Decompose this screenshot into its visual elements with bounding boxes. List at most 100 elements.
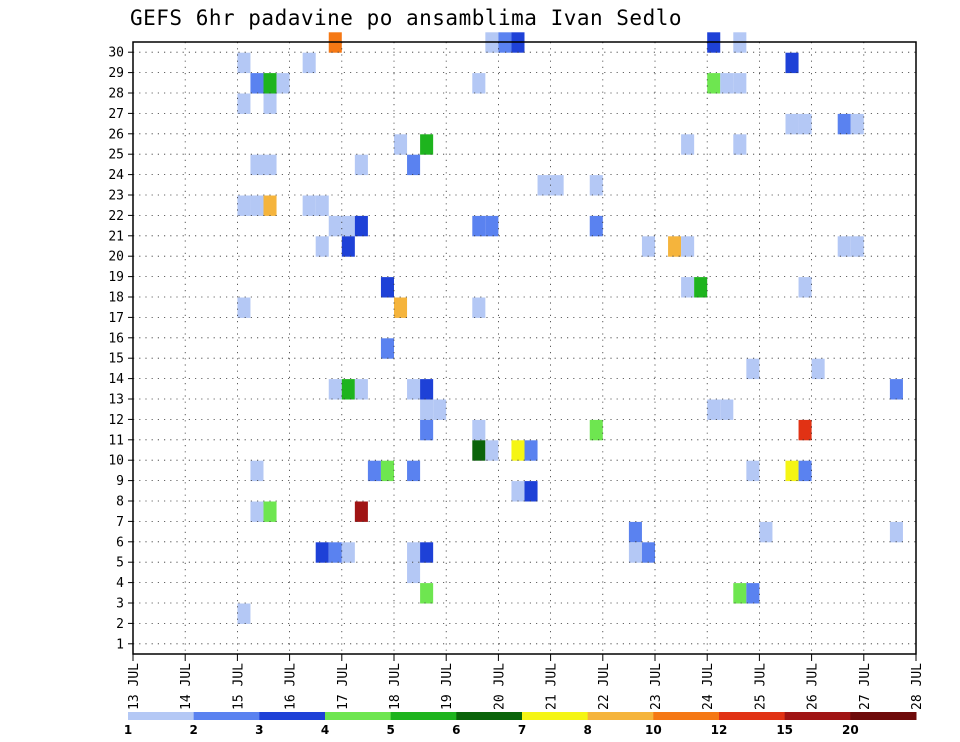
heatmap-cell (759, 521, 773, 543)
y-tick-label: 5 (116, 556, 124, 571)
heatmap-cell (733, 134, 747, 155)
x-tick-label: 14 JUL (179, 663, 194, 710)
colorbar-swatch (390, 712, 457, 720)
y-tick-label: 2 (116, 617, 124, 632)
colorbar-swatch (587, 712, 654, 720)
heatmap-cell (798, 277, 812, 298)
colorbar-label: 8 (583, 723, 591, 737)
heatmap-cell (263, 154, 277, 176)
heatmap-cell (394, 297, 408, 318)
y-tick-label: 13 (108, 393, 124, 408)
heatmap-cell (524, 481, 538, 502)
heatmap-cell (341, 236, 355, 257)
heatmap-cell (707, 73, 721, 94)
heatmap-cell (354, 501, 368, 522)
heatmap-cell (524, 440, 538, 461)
heatmap-cell (237, 297, 251, 318)
heatmap-cell (472, 297, 486, 318)
heatmap-cell (707, 399, 721, 420)
x-tick-label: 24 JUL (701, 663, 716, 710)
heatmap-cell (472, 73, 486, 94)
heatmap-cell (681, 236, 695, 257)
colorbar-label: 7 (518, 723, 526, 737)
x-tick-label: 16 JUL (284, 663, 299, 710)
colorbar-swatch (522, 712, 589, 720)
heatmap-cell (785, 113, 799, 135)
heatmap-cell (380, 460, 394, 482)
heatmap-cell (798, 419, 812, 441)
heatmap-cell (798, 113, 812, 135)
heatmap-cell (328, 542, 342, 563)
heatmap-cell (733, 583, 747, 604)
heatmap-cell (315, 236, 329, 257)
y-tick-label: 17 (108, 311, 124, 326)
x-tick-label: 19 JUL (440, 663, 455, 710)
heatmap-cell (250, 73, 264, 94)
heatmap-cell (407, 460, 421, 482)
y-tick-label: 15 (108, 352, 124, 367)
heatmap-cell (250, 501, 264, 522)
heatmap-cell (720, 399, 734, 420)
heatmap-cell (302, 52, 316, 74)
heatmap-cell (341, 379, 355, 400)
colorbar-swatch (784, 712, 851, 720)
heatmap-cell (681, 134, 695, 155)
y-tick-label: 18 (108, 291, 124, 306)
colorbar-label: 20 (842, 723, 859, 737)
heatmap-cell (420, 379, 434, 400)
heatmap-cell (811, 358, 825, 380)
colorbar-swatch (850, 712, 917, 720)
x-tick-label: 18 JUL (388, 663, 403, 710)
heatmap-cell (472, 440, 486, 461)
heatmap-cell (380, 338, 394, 359)
heatmap-cell (511, 440, 525, 461)
heatmap-cell (798, 460, 812, 482)
heatmap-cell (433, 399, 447, 420)
heatmap-cell (250, 195, 264, 216)
heatmap-cell (263, 73, 277, 94)
heatmap-cell (394, 134, 408, 155)
heatmap-cell (328, 215, 342, 237)
y-tick-label: 12 (108, 413, 124, 428)
heatmap-cell (746, 358, 760, 380)
y-tick-label: 7 (116, 515, 124, 530)
heatmap-cell (472, 215, 486, 237)
heatmap-cell (485, 440, 499, 461)
x-tick-label: 13 JUL (127, 663, 142, 710)
heatmap-cell (720, 73, 734, 94)
heatmap-cell (341, 542, 355, 563)
heatmap-cell (237, 603, 251, 624)
heatmap-cell (668, 236, 682, 257)
y-tick-label: 1 (116, 637, 124, 652)
heatmap-cell (628, 521, 642, 543)
colorbar-label: 6 (452, 723, 460, 737)
heatmap-cell (746, 583, 760, 604)
y-tick-label: 11 (108, 433, 124, 448)
colorbar-swatch (128, 712, 195, 720)
heatmap-cell (237, 93, 251, 114)
heatmap-cell (263, 195, 277, 216)
y-tick-label: 3 (116, 597, 124, 612)
y-tick-label: 30 (108, 46, 124, 61)
y-tick-label: 14 (108, 372, 124, 387)
heatmap-cell (681, 277, 695, 298)
y-tick-label: 8 (116, 495, 124, 510)
y-tick-label: 25 (108, 148, 124, 163)
heatmap-cell (420, 399, 434, 420)
heatmap-cells (237, 32, 903, 624)
heatmap-cell (276, 73, 290, 94)
heatmap-cell (407, 542, 421, 563)
heatmap-cell (328, 379, 342, 400)
heatmap-cell (641, 542, 655, 563)
x-axis: 13 JUL 14 JUL 15 JUL 16 JUL 17 JUL 18 JUL 19 J… (127, 654, 925, 710)
heatmap-cell (354, 154, 368, 176)
x-tick-label: 23 JUL (649, 663, 664, 710)
colorbar-label: 10 (645, 723, 662, 737)
colorbar-swatch (456, 712, 523, 720)
x-tick-label: 20 JUL (492, 663, 507, 710)
x-tick-label: 15 JUL (231, 663, 246, 710)
colorbar-label: 1 (124, 723, 132, 737)
x-tick-label: 26 JUL (806, 663, 821, 710)
colorbar-swatch (325, 712, 392, 720)
